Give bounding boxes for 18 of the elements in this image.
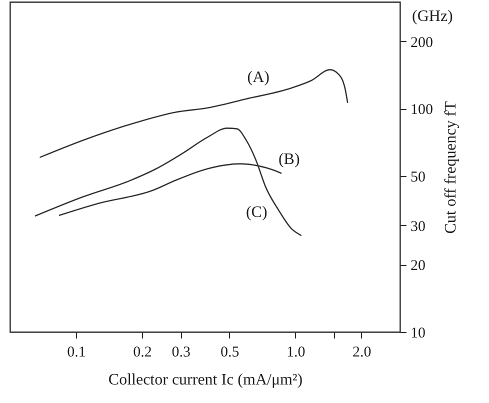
x-tick-label: 1.0	[286, 344, 306, 360]
series-label: (C)	[246, 204, 268, 222]
x-tick-label: 0.2	[133, 344, 152, 360]
x-tick-label: 2.0	[352, 344, 372, 360]
y-axis-title: Cut off frequency fT	[442, 101, 460, 234]
y-tick-label: 20	[410, 258, 426, 274]
y-tick-label: 50	[410, 169, 426, 186]
series-label: (A)	[247, 68, 270, 86]
x-tick-label: 0.5	[220, 344, 240, 360]
x-tick-label: 0.1	[67, 344, 86, 360]
y-tick-label: 200	[410, 34, 433, 51]
y-tick-label: 30	[410, 218, 426, 235]
y-tick-label: 10	[410, 326, 426, 342]
text: (GHz)	[412, 8, 453, 25]
y-tick-label: 100	[410, 102, 433, 118]
series-label: (B)	[278, 151, 300, 168]
x-axis-title: Collector current Ic (mA/μm²)	[108, 372, 303, 388]
x-tick-label: 0.3	[172, 344, 191, 360]
